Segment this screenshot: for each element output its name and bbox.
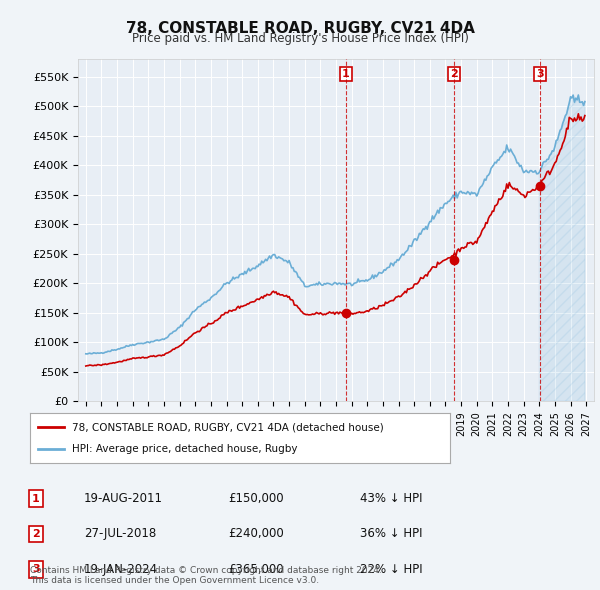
- Text: 3: 3: [32, 565, 40, 574]
- Text: 78, CONSTABLE ROAD, RUGBY, CV21 4DA: 78, CONSTABLE ROAD, RUGBY, CV21 4DA: [125, 21, 475, 35]
- Text: Contains HM Land Registry data © Crown copyright and database right 2024.
This d: Contains HM Land Registry data © Crown c…: [30, 566, 382, 585]
- Text: 1: 1: [32, 494, 40, 503]
- Text: 3: 3: [536, 69, 544, 79]
- Text: 2: 2: [32, 529, 40, 539]
- Text: £240,000: £240,000: [228, 527, 284, 540]
- Text: 43% ↓ HPI: 43% ↓ HPI: [360, 492, 422, 505]
- Text: 2: 2: [451, 69, 458, 79]
- Text: 19-JAN-2024: 19-JAN-2024: [84, 563, 158, 576]
- Text: HPI: Average price, detached house, Rugby: HPI: Average price, detached house, Rugb…: [72, 444, 298, 454]
- Text: 78, CONSTABLE ROAD, RUGBY, CV21 4DA (detached house): 78, CONSTABLE ROAD, RUGBY, CV21 4DA (det…: [72, 422, 384, 432]
- Text: £150,000: £150,000: [228, 492, 284, 505]
- Text: £365,000: £365,000: [228, 563, 284, 576]
- Text: 1: 1: [342, 69, 350, 79]
- Text: 27-JUL-2018: 27-JUL-2018: [84, 527, 156, 540]
- Text: 19-AUG-2011: 19-AUG-2011: [84, 492, 163, 505]
- Text: 22% ↓ HPI: 22% ↓ HPI: [360, 563, 422, 576]
- Text: 36% ↓ HPI: 36% ↓ HPI: [360, 527, 422, 540]
- Text: Price paid vs. HM Land Registry's House Price Index (HPI): Price paid vs. HM Land Registry's House …: [131, 32, 469, 45]
